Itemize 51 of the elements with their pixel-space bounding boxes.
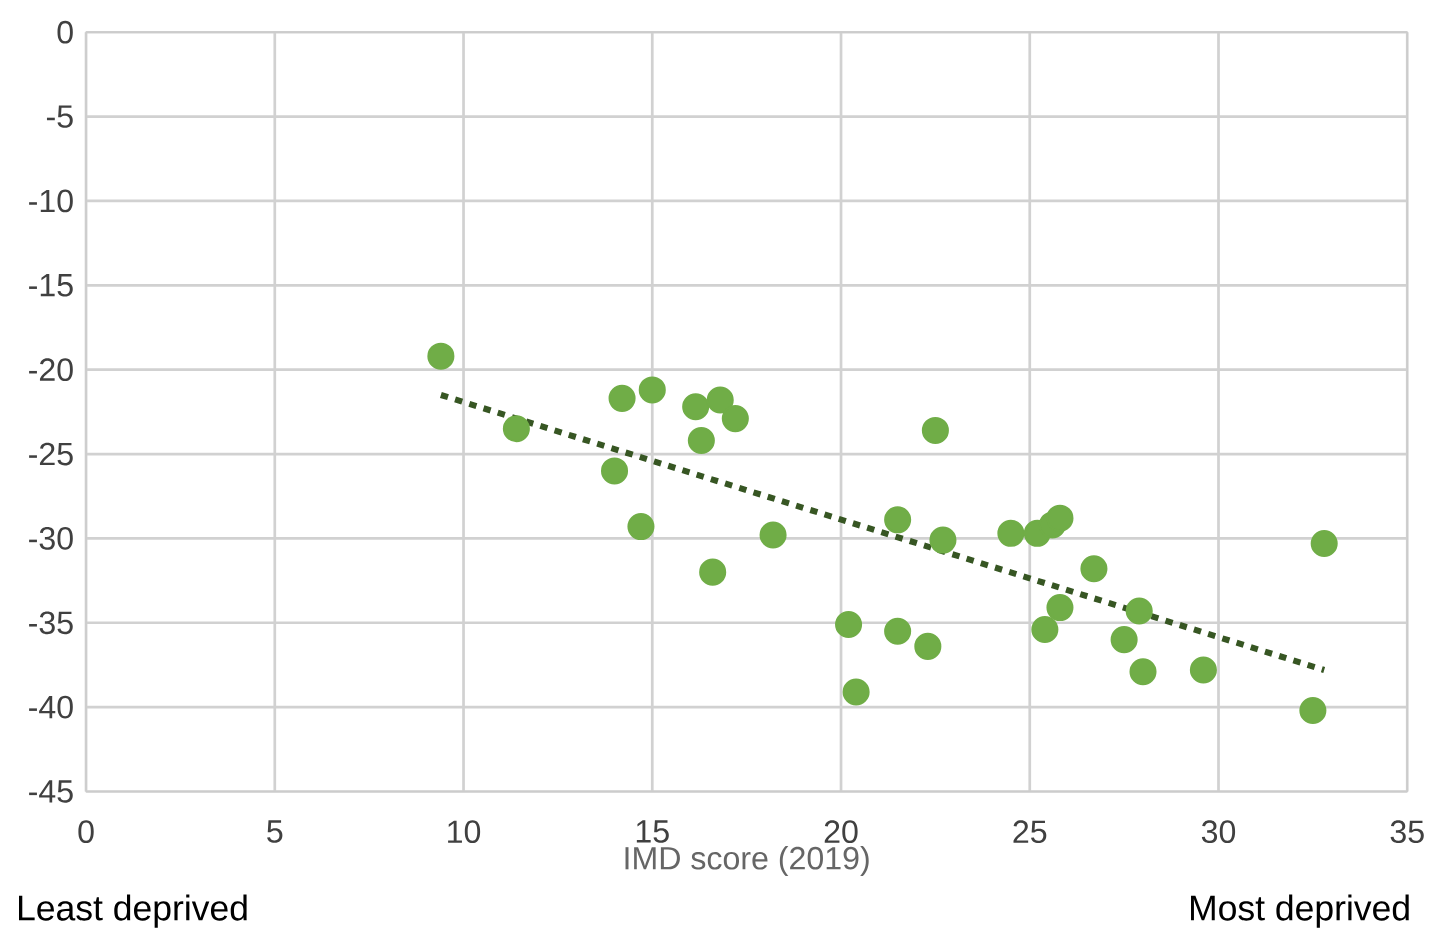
x-tick-label: 0 [78,820,94,844]
text: Least deprived [19,894,247,928]
x-tick-label: 10 [448,820,481,844]
point [502,415,530,443]
point [627,513,655,541]
point [1046,504,1074,532]
x-tick-label: 5 [267,820,283,843]
point [721,405,749,433]
x-tick-label: 25 [1013,820,1047,844]
point [997,519,1025,548]
point [1189,656,1217,684]
point [687,427,715,455]
point [921,417,949,445]
point [842,678,870,706]
point [1046,594,1074,622]
point [1299,697,1327,725]
y-tick-label: -15 [29,274,73,297]
y-tick-label: 0 [57,21,73,44]
x-tick-label: 30 [1201,820,1236,844]
x-tick-label: 20 [824,820,858,844]
y-tick-label: -45 [29,780,73,803]
point [699,558,727,586]
x-tick-label: 15 [636,820,669,843]
point [1080,555,1108,583]
x-tick-label: 35 [1390,820,1424,844]
y-tick-label: -40 [29,695,73,719]
point [706,386,734,414]
point [682,393,710,421]
point [1310,530,1338,558]
point [914,633,942,661]
point [600,457,629,485]
point [884,617,912,645]
text: Most deprived [1191,894,1409,928]
y-tick-label: -25 [29,442,73,466]
x-axis-title: IMD score (2019) [625,846,869,877]
y-tick-label: -10 [29,189,73,213]
point [1031,616,1059,644]
point [835,611,863,639]
y-tick-label: -35 [29,611,73,635]
point [638,376,666,404]
point [929,526,957,554]
y-tick-label: -5 [46,105,73,128]
point [884,506,912,534]
y-tick-label: -30 [29,527,73,550]
point [1129,658,1157,686]
point [759,521,787,549]
point [1125,597,1153,625]
point [1110,626,1138,654]
point [427,342,455,370]
point [608,384,636,413]
y-tick-label: -20 [29,358,73,382]
